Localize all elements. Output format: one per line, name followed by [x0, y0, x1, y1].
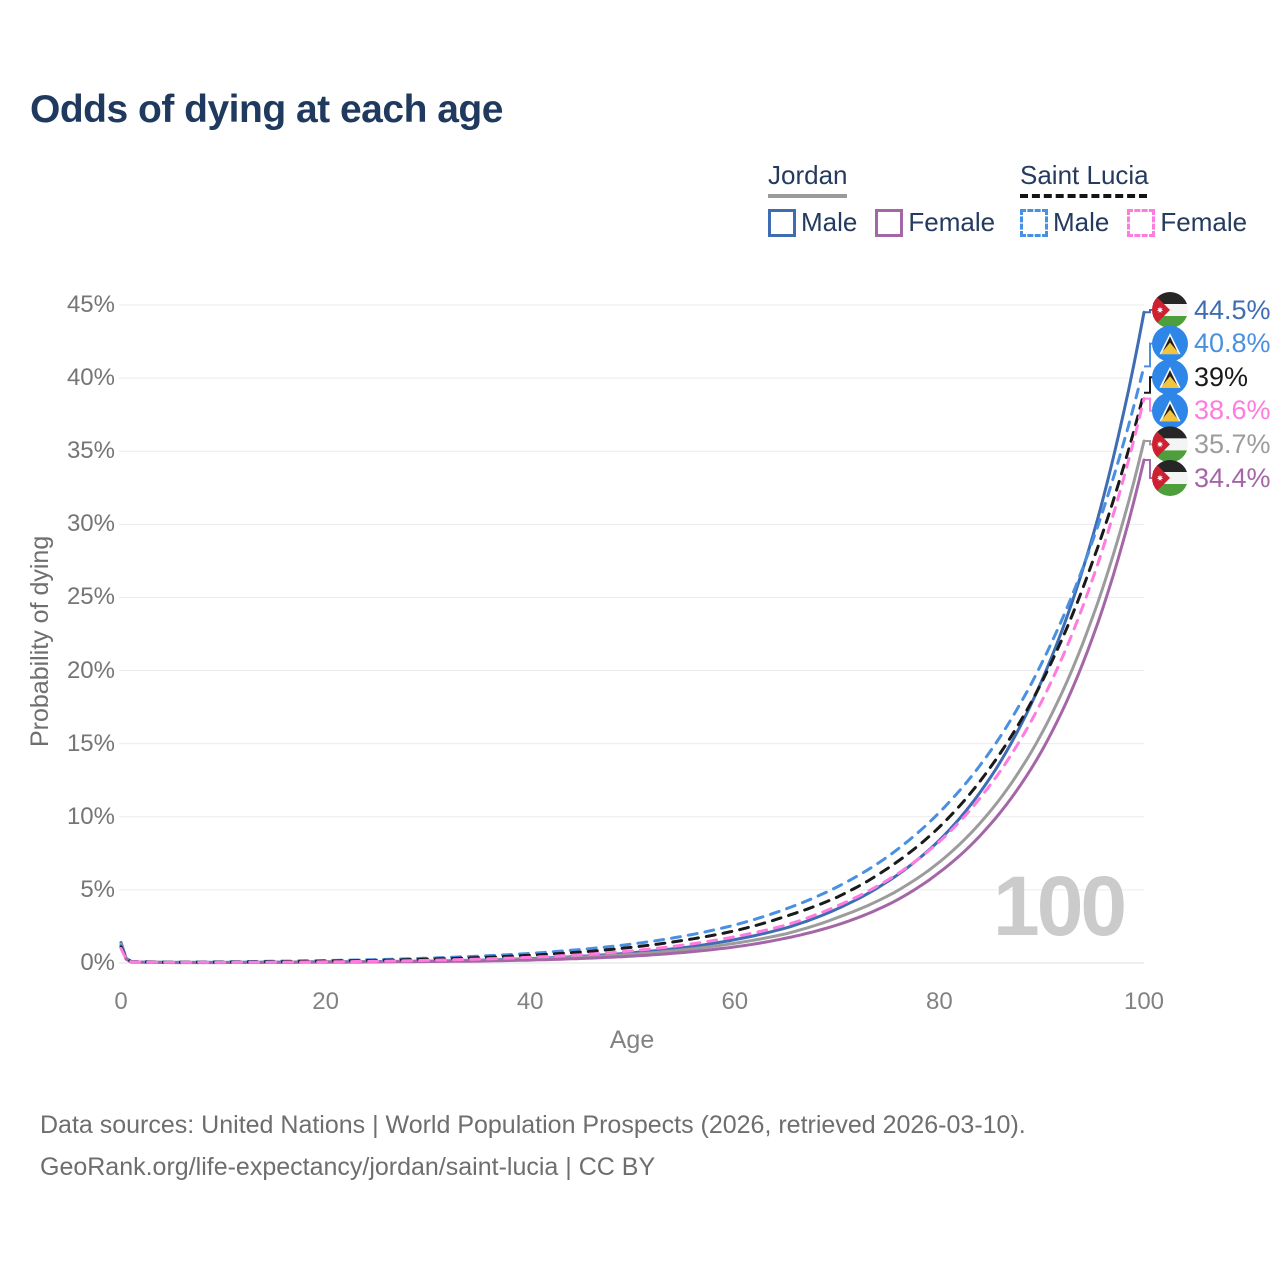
legend-group-saint-lucia: Saint Lucia Male Female [1020, 160, 1265, 238]
end-value-label-1: 35.7% [1188, 426, 1271, 462]
series-line-2 [119, 458, 1146, 965]
saint-lucia-female-swatch-icon [1127, 208, 1156, 237]
age-counter-watermark: 100 [993, 859, 1127, 953]
jordan-male-swatch-icon [768, 208, 796, 237]
x-tick-80: 80 [926, 988, 953, 1015]
x-tick-0: 0 [114, 988, 128, 1015]
footer: Data sources: United Nations | World Pop… [40, 1104, 1026, 1188]
saint-lucia-line-style-sample [1020, 194, 1147, 198]
x-axis-label: Age [609, 1026, 655, 1054]
end-value-label-3: 40.8% [1188, 326, 1271, 362]
end-value-label-4: 39% [1188, 359, 1248, 395]
y-tick-25: 25% [66, 583, 115, 611]
end-value-text: 40.8% [1194, 328, 1271, 359]
attribution-link-text[interactable]: GeoRank.org/life-expectancy/jordan/saint… [40, 1153, 656, 1181]
saint-lucia-flag-icon [1152, 359, 1188, 396]
jordan-flag-icon [1152, 426, 1188, 462]
legend-label: Male [801, 207, 858, 237]
data-sources-text: Data sources: United Nations | World Pop… [40, 1111, 1026, 1139]
end-value-text: 34.4% [1194, 462, 1271, 493]
series-line-4 [119, 391, 1146, 964]
legend-label: Female [908, 207, 996, 237]
end-value-label-0: 44.5% [1188, 292, 1271, 328]
series-line-5 [119, 397, 1146, 964]
saint-lucia-flag-icon [1152, 392, 1188, 429]
y-tick-30: 30% [66, 510, 115, 538]
legend-item-saint-lucia-female[interactable]: Female [1127, 207, 1247, 238]
end-value-label-2: 34.4% [1188, 460, 1271, 496]
jordan-line-style-sample [768, 194, 847, 198]
saint-lucia-male-swatch-icon [1020, 208, 1048, 237]
x-tick-60: 60 [721, 988, 749, 1015]
x-tick-100: 100 [1123, 988, 1165, 1015]
legend-group-jordan: Jordan Male Female [768, 160, 1013, 238]
legend-item-jordan-male[interactable]: Male [768, 207, 857, 238]
end-value-text: 35.7% [1194, 428, 1271, 459]
jordan-female-swatch-icon [875, 208, 904, 237]
legend-label: Female [1160, 207, 1248, 237]
y-tick-45: 45% [66, 291, 115, 318]
y-tick-35: 35% [66, 437, 115, 465]
y-tick-15: 15% [66, 729, 115, 757]
end-value-text: 44.5% [1194, 294, 1271, 325]
end-value-text: 39% [1194, 361, 1249, 392]
y-tick-0: 0% [80, 949, 115, 976]
jordan-flag-icon [1152, 292, 1188, 328]
x-tick-40: 40 [516, 988, 544, 1015]
x-tick-20: 20 [312, 988, 339, 1015]
legend-item-saint-lucia-male[interactable]: Male [1020, 207, 1109, 238]
jordan-flag-icon [1152, 460, 1188, 496]
end-value-text: 38.6% [1194, 395, 1271, 426]
y-tick-20: 20% [66, 656, 115, 684]
legend-title-saint-lucia: Saint Lucia [1020, 160, 1149, 190]
y-tick-10: 10% [66, 802, 115, 830]
page-title: Odds of dying at each age [30, 88, 503, 131]
y-tick-40: 40% [66, 364, 115, 392]
legend-title-jordan: Jordan [768, 160, 848, 190]
series-line-0 [119, 310, 1146, 964]
end-value-label-5: 38.6% [1188, 393, 1271, 429]
series-line-1 [119, 439, 1146, 964]
series-line-3 [119, 364, 1146, 964]
saint-lucia-flag-icon [1152, 325, 1188, 362]
legend-item-jordan-female[interactable]: Female [875, 207, 995, 238]
y-tick-5: 5% [80, 875, 115, 903]
y-axis-label: Probability of dying [26, 535, 54, 747]
legend-label: Male [1053, 207, 1110, 237]
